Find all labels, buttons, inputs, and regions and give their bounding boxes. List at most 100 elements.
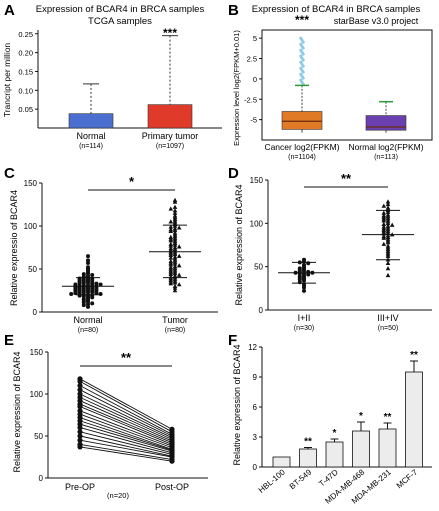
panel-f-bar [272,456,291,468]
panel-e-pair-line [79,410,173,447]
panel-b-y-tick-label: -5 [250,116,257,125]
panel-e-pair-line [79,443,173,460]
panel-c-data-point [86,254,90,259]
panel-a-y-tick-label: 0.05 [18,105,33,114]
panel-e-pair-line [79,385,173,435]
panel-c-data-point [168,271,174,276]
panel-d-data-point [381,203,387,208]
panel-e-pair-line [79,400,173,442]
panel-e-post-point [169,458,175,464]
panel-e-pre-point [77,404,83,410]
panel-e-pair-line [79,403,173,444]
panel-c-data-point [94,291,99,296]
panel-b-y-tick-label: 5 [253,34,257,43]
panel-e-pre-point [77,383,83,389]
panel-e-y-tick-label: 100 [30,390,44,399]
panel-c-category-label: Tumor [162,315,188,325]
panel-c-significance: * [129,174,135,189]
panel-e-pre-point [77,378,83,384]
panel-b-category-n: (n=1104) [288,154,316,161]
panel-c-data-point [86,304,90,309]
panel-a-significance: *** [163,26,177,40]
panel-d-data-point [381,241,387,246]
panel-e-n-label: (n=20) [107,491,129,500]
panel-a-ylabel: Trancript per million [2,43,12,118]
panel-d-category-n: (n=50) [378,325,398,332]
panel-d-data-point [385,260,391,265]
panel-f-bar [378,428,397,468]
panel-d-data-point [381,235,387,240]
panel-a-y-tick-label: 0.25 [18,30,33,39]
panel-c-data-point [172,204,178,209]
panel-d-y-tick-label: 50 [254,263,263,272]
panel-c-category-n: (n=80) [165,327,185,334]
panel-c-y-tick-label: 150 [24,179,38,188]
panel-d-y-tick-label: 0 [259,306,264,315]
panel-a-title: Expression of BCAR4 in BRCA samples [36,4,205,15]
panel-d-ylabel: Relative expression of BCAR4 [234,184,244,305]
panel-e-letter: E [4,332,14,349]
panel-a-subtitle: TCGA samples [88,16,152,27]
panel-a-y-tick-label: 0.10 [18,86,33,95]
panel-c-data-point [176,263,182,268]
panel-d-data-point [381,210,387,215]
panel-b-significance: *** [295,13,309,27]
panel-d-data-point [385,199,391,204]
panel-d-data-point [306,272,311,277]
panel-c-y-tick-label: 100 [24,222,38,231]
panel-c-data-point [81,303,86,308]
panel-d-data-point [385,272,391,278]
panel-d-data-point [302,285,306,290]
panel-d-y-tick-label: 100 [250,219,264,228]
panel-b-y-tick-label: 2.5 [247,55,257,64]
panel-c-letter: C [4,165,15,182]
panel-a-bar [147,104,193,129]
panel-b-subtitle: starBase v3.0 project [334,16,419,26]
panel-a-chart: A Expression of BCAR4 in BRCA samples TC… [2,2,222,150]
panel-b-title: Expression of BCAR4 in BRCA samples [252,4,421,15]
panel-f-chart: F Relative expression of BCAR4 0 3 6 9 12 HBL… [228,332,432,506]
panel-e-y-tick-label: 50 [34,432,43,441]
panel-f-category-label: HBL-100 [257,467,287,495]
panel-d-data-point [385,201,391,207]
panel-e-category-label: Post-OP [155,482,189,492]
panel-f-y-tick-label: 3 [253,433,258,442]
panel-a-category-n: (n=114) [79,143,103,150]
panel-a-category-label: Normal [76,131,105,141]
panel-b-box [365,115,407,131]
panel-b-category-label: Cancer log2(FPKM) [264,142,339,152]
panel-c-data-point [90,295,95,300]
panel-c-data-point [98,282,103,287]
panel-e-pair-line [79,446,173,462]
panel-d-category-label: I+II [298,313,311,323]
panel-f-y-tick-label: 9 [253,373,258,382]
panel-e-pre-point [77,433,83,439]
panel-c-data-point [172,208,178,213]
panel-e-pre-point [77,444,83,450]
panel-f-significance: ** [304,437,312,448]
panel-e-pair-line [79,431,173,455]
panel-c-data-point [172,210,178,215]
panel-f-category-label: BT-549 [288,467,314,491]
panel-e-pre-point [77,387,83,393]
panel-b-outlier-point [301,58,305,62]
panel-e-pair-line [79,439,173,458]
panel-a-bar [68,113,114,129]
panel-c-ylabel: Relative expressio of BCAR4 [9,190,19,306]
panel-f-bar [352,430,370,468]
panel-c-data-point [172,285,178,290]
panel-e-ylabel: Relative expression of BCAR4 [12,351,22,472]
panel-c-data-point [77,293,82,298]
panel-d-y-tick-label: 150 [250,176,264,185]
panel-e-pair-line [79,435,173,457]
panel-e-pair-line [79,413,173,449]
panel-e-pair-line [79,417,173,450]
panel-e-y-tick-label: 150 [30,348,44,357]
panel-c-data-point [86,260,90,265]
panel-a-y-tick-label: 0.15 [18,67,33,76]
panel-c-data-point [90,290,95,295]
panel-b-outlier-point [301,70,305,74]
panel-b-outlier-point [301,46,305,50]
panel-c-data-point [168,238,174,243]
panel-e-significance: ** [121,350,132,365]
